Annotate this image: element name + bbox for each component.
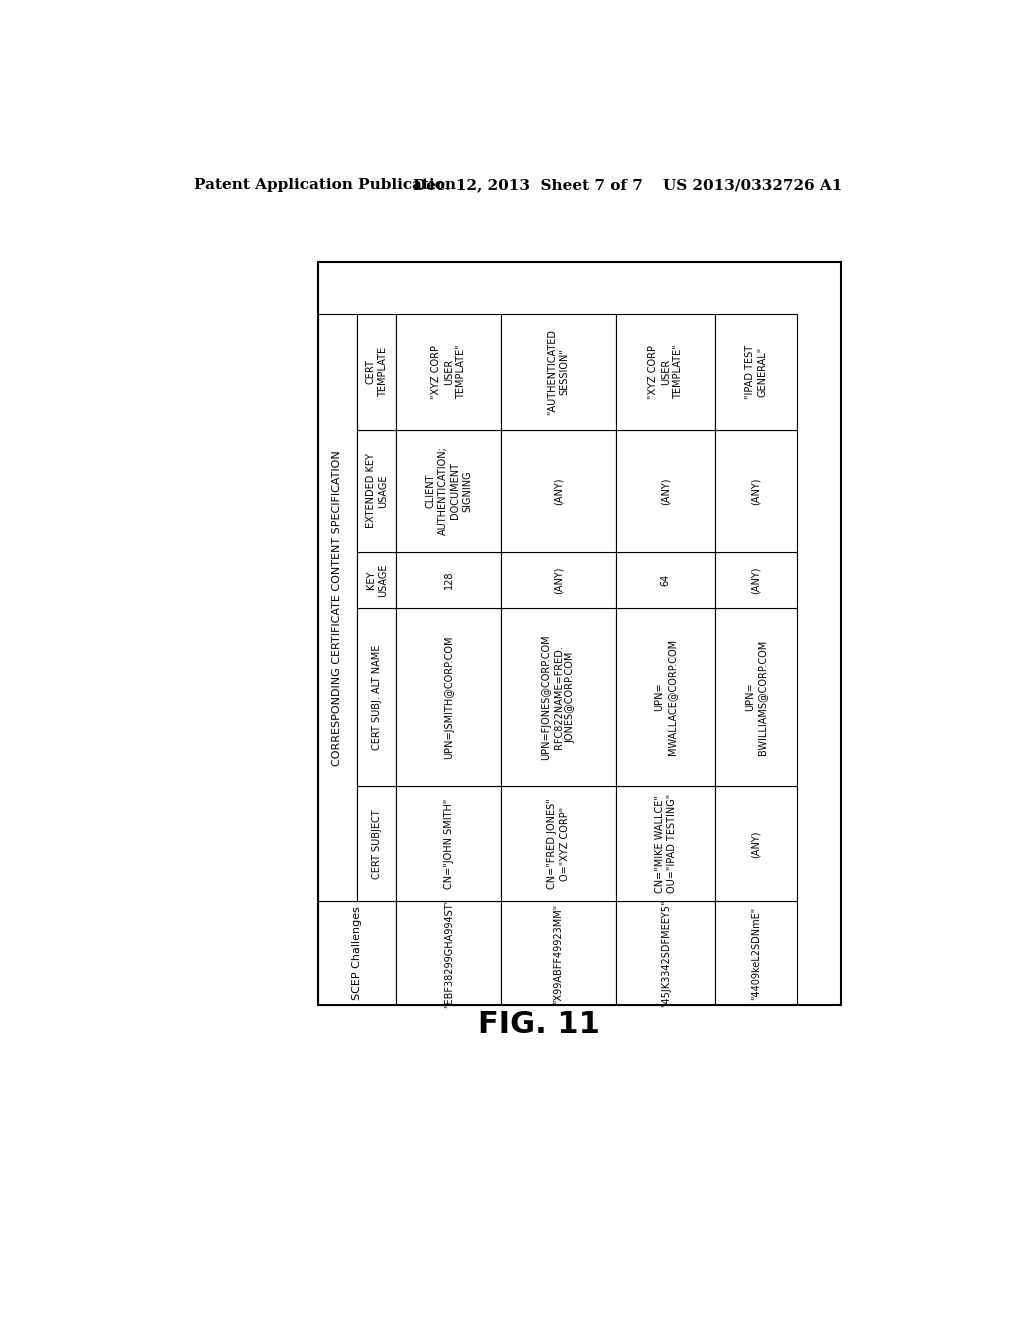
Text: CN="FRED JONES"
O="XYZ CORP": CN="FRED JONES" O="XYZ CORP" — [547, 799, 569, 890]
Text: 128: 128 — [443, 570, 454, 589]
Text: CERT
TEMPLATE: CERT TEMPLATE — [366, 347, 388, 397]
Text: FIG. 11: FIG. 11 — [478, 1010, 600, 1039]
Polygon shape — [616, 787, 716, 902]
Text: CERT SUBJ. ALT NAME: CERT SUBJ. ALT NAME — [372, 644, 382, 750]
Text: KEY
USAGE: KEY USAGE — [366, 564, 388, 597]
Polygon shape — [616, 552, 716, 609]
Polygon shape — [357, 787, 396, 902]
Polygon shape — [501, 902, 616, 1006]
Text: UPN=
MWALLACE@CORP.COM: UPN= MWALLACE@CORP.COM — [654, 639, 677, 755]
Polygon shape — [616, 609, 716, 787]
Polygon shape — [357, 552, 396, 609]
Text: CN="JOHN SMITH": CN="JOHN SMITH" — [443, 799, 454, 888]
Polygon shape — [357, 429, 396, 552]
Polygon shape — [317, 902, 396, 1006]
Text: "45JK3342SDFMEEY5": "45JK3342SDFMEEY5" — [660, 900, 671, 1007]
Polygon shape — [501, 787, 616, 902]
Text: "IPAD TEST
GENERAL": "IPAD TEST GENERAL" — [744, 345, 767, 399]
Polygon shape — [616, 314, 716, 429]
Text: (ANY): (ANY) — [554, 566, 563, 594]
Polygon shape — [396, 609, 501, 787]
Text: CORRESPONDING CERTIFICATE CONTENT SPECIFICATION: CORRESPONDING CERTIFICATE CONTENT SPECIF… — [333, 450, 342, 766]
Text: EXTENDED KEY
USAGE: EXTENDED KEY USAGE — [366, 453, 388, 528]
Text: UPN=
BWILLIAMS@CORP.COM: UPN= BWILLIAMS@CORP.COM — [744, 639, 767, 755]
Polygon shape — [357, 609, 396, 787]
Text: "XYZ CORP
USER
TEMPLATE": "XYZ CORP USER TEMPLATE" — [431, 345, 466, 399]
Polygon shape — [396, 902, 501, 1006]
Text: US 2013/0332726 A1: US 2013/0332726 A1 — [663, 178, 842, 193]
Text: CERT SUBJECT: CERT SUBJECT — [372, 809, 382, 879]
Text: (ANY): (ANY) — [660, 477, 671, 504]
Text: Patent Application Publication: Patent Application Publication — [194, 178, 456, 193]
Polygon shape — [716, 902, 797, 1006]
Text: (ANY): (ANY) — [751, 830, 761, 858]
Polygon shape — [317, 314, 357, 902]
Text: UPN=FJONES@CORP.COM
RFC822NAME=FRED.
JONES@CORP.COM: UPN=FJONES@CORP.COM RFC822NAME=FRED. JON… — [541, 634, 575, 760]
Text: "AUTHENTICATED
SESSION": "AUTHENTICATED SESSION" — [547, 329, 569, 414]
Polygon shape — [716, 609, 797, 787]
Text: "4409keL2SDNmE": "4409keL2SDNmE" — [751, 907, 761, 1001]
Polygon shape — [716, 314, 797, 429]
Text: UPN=JSMITH@CORP.COM: UPN=JSMITH@CORP.COM — [443, 635, 454, 759]
Text: (ANY): (ANY) — [554, 477, 563, 504]
Polygon shape — [396, 787, 501, 902]
Text: "XYZ CORP
USER
TEMPLATE": "XYZ CORP USER TEMPLATE" — [648, 345, 683, 399]
Polygon shape — [716, 552, 797, 609]
Polygon shape — [501, 314, 616, 429]
Polygon shape — [396, 314, 501, 429]
Polygon shape — [501, 552, 616, 609]
Polygon shape — [616, 902, 716, 1006]
Polygon shape — [501, 429, 616, 552]
Text: CLIENT
AUTHENTICATION;
DOCUMENT
SIGNING: CLIENT AUTHENTICATION; DOCUMENT SIGNING — [425, 446, 472, 536]
Polygon shape — [716, 787, 797, 902]
Polygon shape — [396, 552, 501, 609]
Text: SCEP Challenges: SCEP Challenges — [352, 907, 362, 1001]
Text: Dec. 12, 2013  Sheet 7 of 7: Dec. 12, 2013 Sheet 7 of 7 — [414, 178, 643, 193]
Text: 64: 64 — [660, 574, 671, 586]
Polygon shape — [501, 609, 616, 787]
Text: "EBF38299GHA994ST": "EBF38299GHA994ST" — [443, 899, 454, 1008]
Text: (ANY): (ANY) — [751, 477, 761, 504]
Text: CN="MIKE WALLCE"
OU="IPAD TESTING": CN="MIKE WALLCE" OU="IPAD TESTING" — [654, 795, 677, 894]
Polygon shape — [357, 314, 396, 429]
Polygon shape — [396, 429, 501, 552]
Polygon shape — [616, 429, 716, 552]
Text: "X99ABFF49923MM": "X99ABFF49923MM" — [554, 903, 563, 1003]
Polygon shape — [716, 429, 797, 552]
Text: (ANY): (ANY) — [751, 566, 761, 594]
